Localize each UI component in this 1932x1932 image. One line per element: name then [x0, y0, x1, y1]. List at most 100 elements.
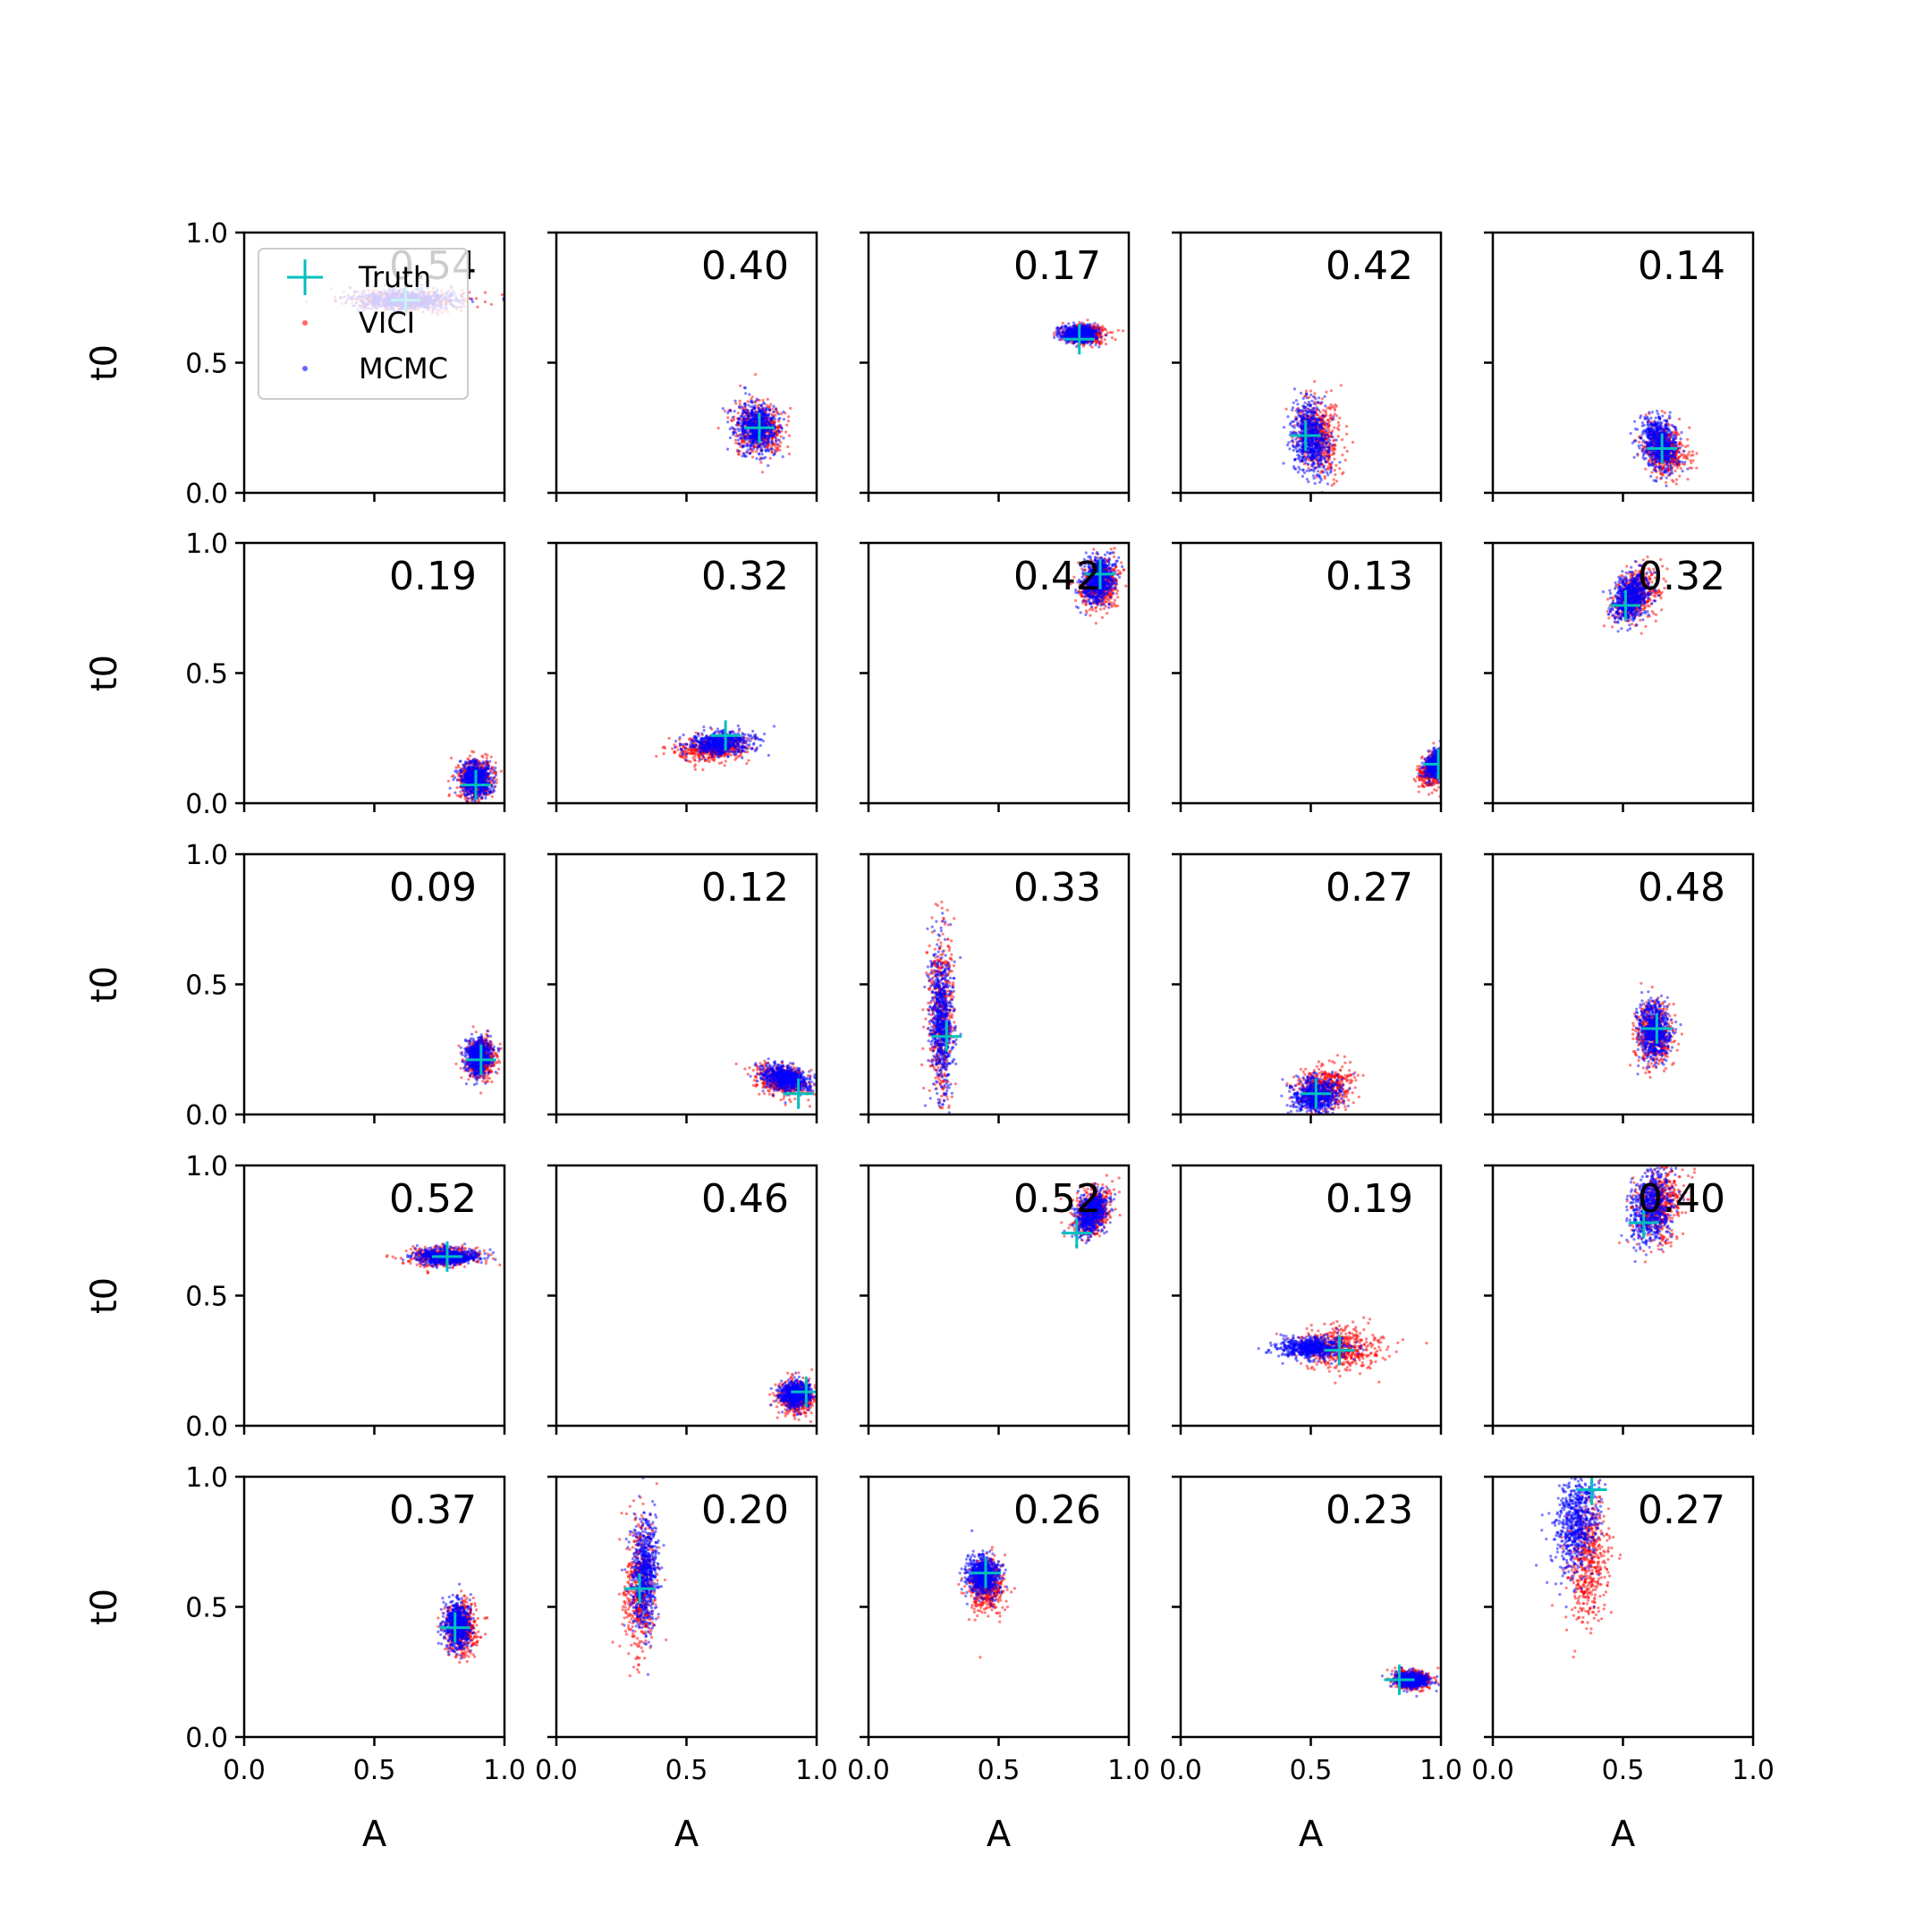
mcmc-points-point: [1085, 330, 1089, 334]
mcmc-points-point: [1320, 427, 1324, 430]
mcmc-points-point: [470, 300, 475, 303]
vici-points-point: [1334, 444, 1337, 447]
mcmc-points-point: [1326, 482, 1329, 486]
mcmc-points-point: [1307, 411, 1310, 414]
mcmc-points-point: [740, 415, 743, 419]
vici-points-point: [1686, 437, 1690, 441]
vici-points-point: [1326, 418, 1330, 421]
mcmc-points-point: [1316, 430, 1319, 434]
mcmc-points-point: [732, 430, 735, 434]
mcmc-points-point: [1320, 414, 1324, 418]
vici-points-point: [779, 441, 783, 445]
mcmc-points-point: [1309, 449, 1312, 453]
legend-box: [258, 248, 469, 400]
mcmc-points-point: [1313, 428, 1317, 431]
mcmc-points-point: [1292, 426, 1296, 429]
vici-points-point: [1686, 444, 1690, 447]
mcmc-points-point: [1075, 326, 1079, 330]
mcmc-points-point: [1309, 393, 1313, 397]
vici-points-point: [1327, 428, 1331, 431]
mcmc-points-point: [756, 445, 759, 449]
vici-points-point: [1110, 336, 1114, 340]
mcmc-points-point: [1318, 396, 1321, 400]
mcmc-points-point: [774, 407, 778, 411]
mcmc-points-point: [1329, 431, 1334, 436]
vici-points-point: [1094, 341, 1098, 344]
vici-points-point: [1344, 425, 1349, 428]
mcmc-points-point: [751, 447, 756, 451]
mcmc-points-point: [1315, 442, 1318, 445]
mcmc-points-point: [744, 392, 748, 395]
mcmc-points-point: [1296, 470, 1300, 474]
mcmc-points-point: [781, 455, 784, 459]
vici-points-point: [1325, 390, 1328, 394]
mcmc-points-point: [1307, 454, 1310, 458]
mcmc-points-point: [1295, 423, 1299, 427]
mcmc-points-point: [1301, 417, 1305, 420]
vici-points-point: [1116, 328, 1120, 332]
vici-points-point: [1345, 449, 1349, 453]
vici-points-point: [1090, 345, 1094, 349]
mcmc-points-point: [1312, 456, 1317, 460]
mcmc-points-point: [767, 440, 771, 444]
mcmc-points-point: [1307, 443, 1310, 446]
mcmc-points-point: [747, 409, 750, 412]
mcmc-points-point: [1315, 473, 1318, 477]
mcmc-points-point: [1083, 328, 1087, 332]
mcmc-points-point: [764, 406, 767, 410]
mcmc-points-point: [1330, 461, 1334, 464]
mcmc-points-point: [1293, 458, 1297, 462]
mcmc-points-point: [778, 423, 783, 427]
vici-points-point: [1323, 475, 1326, 479]
vici-points-point: [731, 419, 734, 422]
vici-points-point: [1338, 467, 1342, 470]
mcmc-points-point: [1081, 340, 1085, 343]
vici-points-point: [775, 446, 780, 451]
vici-points-point: [1303, 394, 1307, 398]
mcmc-points-point: [1329, 469, 1333, 473]
mcmc-points-point: [1065, 328, 1069, 333]
mcmc-points-point: [1082, 332, 1087, 335]
mcmc-points-point: [1283, 426, 1286, 429]
mcmc-points-point: [769, 417, 774, 420]
mcmc-points-point: [1099, 335, 1103, 339]
mcmc-points-point: [1305, 393, 1309, 396]
mcmc-points-point: [1295, 416, 1299, 419]
mcmc-points-point: [743, 386, 748, 390]
mcmc-points-point: [1303, 409, 1307, 413]
mcmc-points-point: [747, 403, 750, 407]
mcmc-points-point: [767, 420, 770, 425]
mcmc-points-point: [1292, 448, 1295, 453]
mcmc-points-point: [1301, 421, 1305, 425]
mcmc-points-point: [741, 436, 744, 440]
mcmc-points-point: [1328, 438, 1332, 442]
mcmc-points-point: [1321, 443, 1325, 446]
vici-points-point: [1329, 389, 1333, 393]
mcmc-points-point: [1092, 326, 1096, 329]
mcmc-points-point: [1057, 327, 1061, 331]
mcmc-points-point: [778, 417, 782, 420]
mcmc-points-point: [752, 436, 756, 439]
mcmc-points-point: [1319, 443, 1323, 446]
mcmc-points-point: [761, 423, 765, 427]
vici-points-point: [1679, 440, 1682, 444]
mcmc-points-point: [772, 422, 776, 426]
mcmc-points-point: [1282, 462, 1285, 465]
mcmc-points-point: [1301, 468, 1305, 471]
vici-points-point: [1335, 479, 1339, 483]
plot-area: [1282, 379, 1355, 493]
mcmc-points-point: [1061, 337, 1064, 341]
mcmc-points-point: [759, 445, 763, 449]
mcmc-points-point: [1294, 399, 1298, 402]
mcmc-points-point: [1308, 446, 1311, 450]
mcmc-points-point: [760, 406, 764, 410]
mcmc-points-point: [1318, 480, 1322, 484]
mcmc-points-point: [772, 453, 775, 457]
vici-points-point: [1103, 338, 1106, 342]
vici-points-point: [1061, 321, 1064, 325]
vici-points-point: [1291, 436, 1294, 439]
mcmc-points-point: [1299, 455, 1302, 459]
mcmc-points-point: [1080, 323, 1084, 327]
vici-points-point: [780, 412, 784, 416]
vici-points-point: [1351, 440, 1355, 444]
